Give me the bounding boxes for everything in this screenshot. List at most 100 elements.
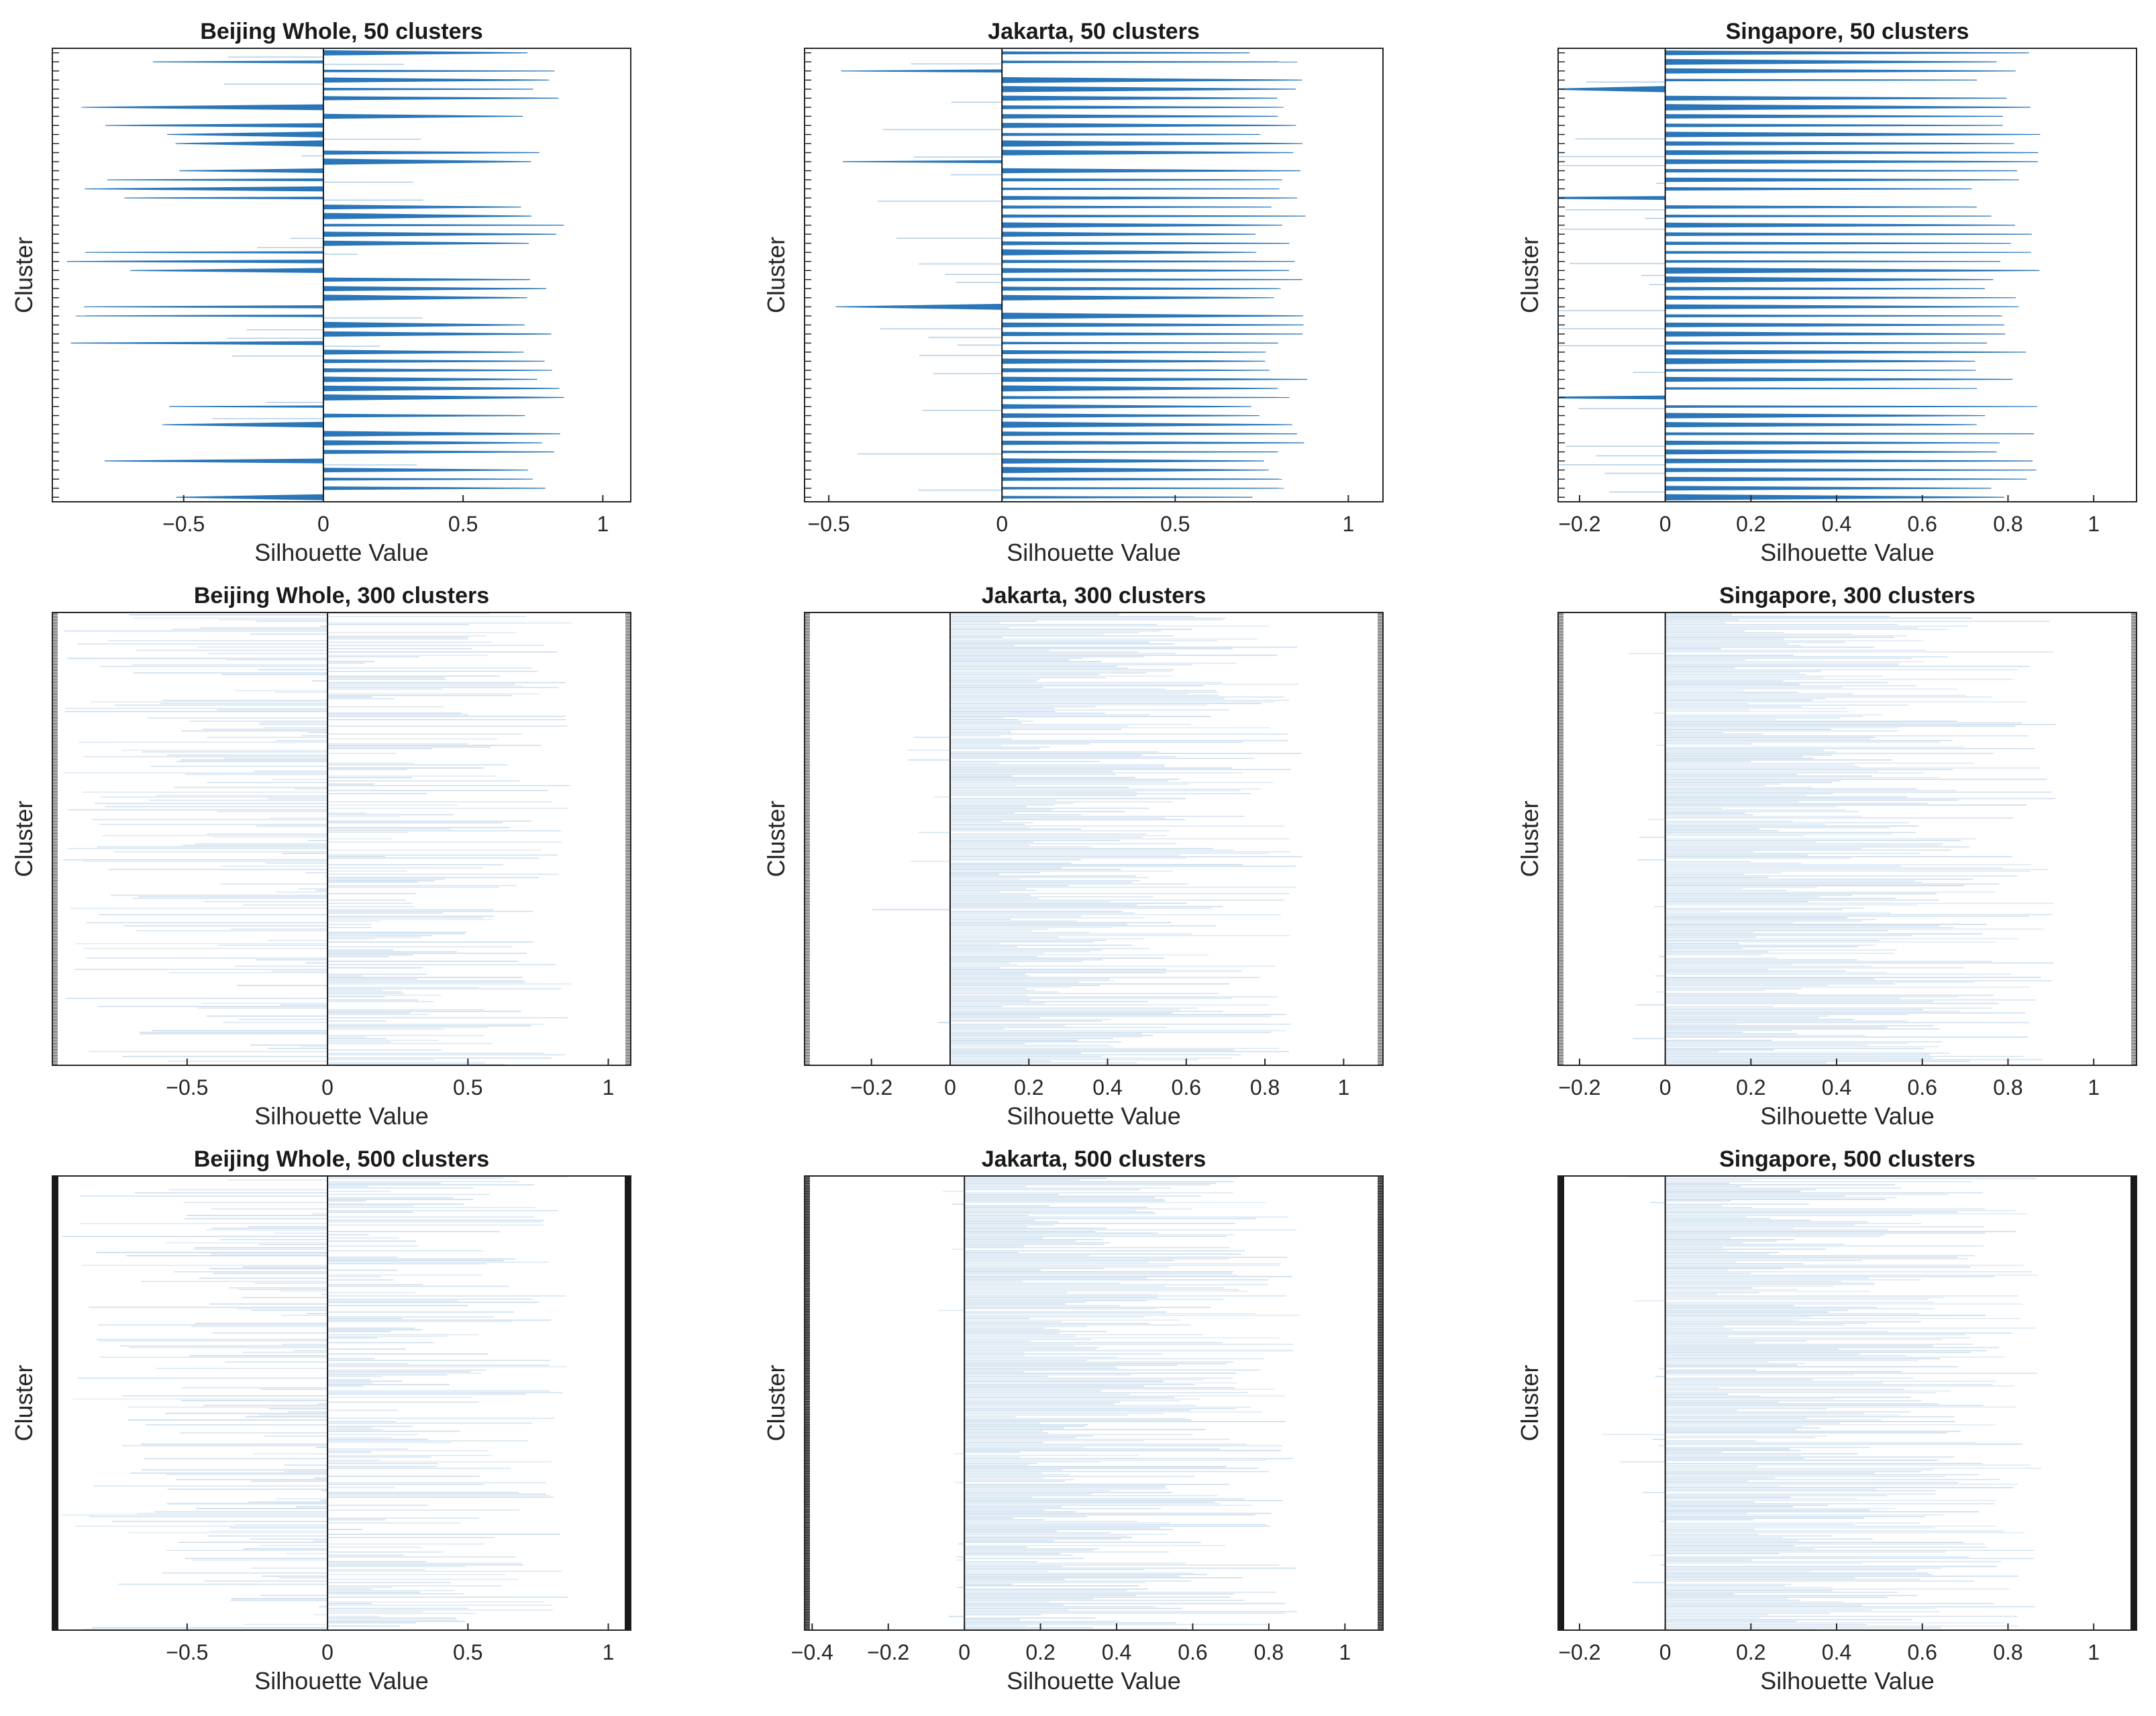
subplot-jk500: Jakarta, 500 clusters −0.4 −0.2 0 0.2 0.4 0.6 0… <box>762 1146 1384 1695</box>
cluster-bar <box>1665 405 2037 408</box>
cluster-bar <box>1002 278 1302 282</box>
cluster-bar <box>1002 404 1251 409</box>
cluster-bar <box>1665 251 2031 254</box>
y-tick-band-left <box>52 1176 58 1630</box>
cluster-bar <box>1665 141 2014 146</box>
cluster-bar <box>107 178 323 182</box>
cluster-bar <box>1665 187 1972 191</box>
cluster-bar <box>841 69 1003 73</box>
x-axis-label: Silhouette Value <box>1007 1102 1181 1130</box>
cluster-bar <box>1002 458 1264 464</box>
axes-box <box>1557 612 2137 1066</box>
cluster-bar <box>1002 178 1282 182</box>
y-ticks <box>805 612 1383 1065</box>
cluster-bar <box>1665 104 2031 111</box>
cluster-bar <box>70 341 323 345</box>
subplot-jk300: Jakarta, 300 clusters −0.2 0 0.2 0.4 0.6 0.8 1 S… <box>762 583 1384 1130</box>
silhouette-bars <box>61 1176 568 1630</box>
cluster-bar <box>1665 432 2035 435</box>
cluster-bar <box>1002 249 1257 256</box>
x-tick-label: −0.2 <box>850 1075 892 1100</box>
cluster-bar <box>323 376 537 382</box>
x-tick-label: 0 <box>1659 512 1672 536</box>
cluster-bar <box>323 50 528 56</box>
cluster-bar <box>323 486 546 490</box>
x-tick-label: 0 <box>958 1640 970 1664</box>
silhouette-bars <box>63 612 572 1065</box>
cluster-bar <box>323 449 554 454</box>
subplot-sg500: Singapore, 500 clusters −0.2 0 0.2 0.4 0.6 0.8… <box>1516 1146 2137 1695</box>
cluster-bar <box>323 205 521 210</box>
x-tick-label: 0.4 <box>1822 1640 1851 1664</box>
cluster-bar <box>1665 150 2039 156</box>
cluster-bar <box>1002 76 1302 83</box>
cluster-bar <box>1665 123 2003 127</box>
x-tick-label: −0.5 <box>808 512 850 536</box>
y-ticks <box>805 1176 1383 1630</box>
cluster-bar <box>124 197 323 200</box>
cluster-bar <box>842 160 1003 164</box>
cluster-bar <box>1002 105 1284 109</box>
x-tick-label: 0.6 <box>1907 1075 1937 1100</box>
cluster-bar <box>1002 187 1280 191</box>
cluster-bar <box>153 60 323 64</box>
silhouette-bars <box>1602 1176 2041 1630</box>
cluster-bar <box>1002 222 1282 228</box>
cluster-bar <box>1002 313 1303 319</box>
cluster-bar <box>1002 358 1266 364</box>
cluster-bar <box>1002 294 1274 301</box>
subplot-bj50: Beijing Whole, 50 clusters −0.5 0 0.5 1 Silho… <box>10 19 631 566</box>
cluster-bar <box>1002 133 1260 136</box>
x-tick-label: 0.8 <box>1993 1640 2022 1664</box>
x-tick-label: 0.8 <box>1993 512 2022 536</box>
subplot-title: Singapore, 500 clusters <box>1719 1146 1975 1172</box>
y-ticks <box>805 52 811 498</box>
cluster-bar <box>1665 168 2018 173</box>
cluster-bar <box>1665 304 2019 309</box>
x-tick-label: 0 <box>317 512 329 536</box>
x-axis-label: Silhouette Value <box>1007 539 1181 566</box>
x-tick-label: 0.8 <box>1993 1075 2022 1100</box>
cluster-bar <box>1665 260 2001 263</box>
cluster-bar <box>1002 123 1296 128</box>
x-tick-label: 0.2 <box>1014 1075 1043 1100</box>
cluster-bar <box>1002 268 1290 273</box>
cluster-bar <box>323 385 560 392</box>
cluster-bar <box>1665 413 1986 419</box>
y-ticks <box>52 52 59 498</box>
cluster-bar <box>1665 350 2026 355</box>
cluster-bar <box>1665 368 1976 372</box>
cluster-bar <box>179 168 323 174</box>
cluster-bar <box>1665 358 1975 364</box>
cluster-bar <box>1002 350 1266 354</box>
x-tick-label: −0.2 <box>1558 512 1600 536</box>
cluster-bar <box>1002 86 1296 93</box>
x-tick-label: 0.2 <box>1736 1075 1765 1100</box>
cluster-bar <box>1665 341 1988 345</box>
x-tick-label: 1 <box>1339 1640 1351 1664</box>
y-axis-label: Cluster <box>10 237 38 313</box>
y-axis-label: Cluster <box>762 800 790 877</box>
x-tick-label: −0.2 <box>867 1640 909 1664</box>
x-tick-label: 0.5 <box>448 512 478 536</box>
cluster-bar <box>1665 276 1994 283</box>
cluster-bar <box>1665 458 2033 464</box>
x-tick-label: 0.4 <box>1822 512 1851 536</box>
subplot-bj300: Beijing Whole, 300 clusters −0.5 0 0.5 1 Silh… <box>10 583 631 1130</box>
x-tick-label: 0.4 <box>1102 1640 1131 1664</box>
cluster-bar <box>1002 376 1308 382</box>
cluster-bar <box>323 394 564 401</box>
cluster-bar <box>835 303 1003 310</box>
cluster-bar <box>1002 431 1297 436</box>
axes-box <box>804 48 1384 502</box>
x-tick-label: 0 <box>944 1075 956 1100</box>
x-tick-label: 0.2 <box>1736 512 1765 536</box>
cluster-bar <box>323 223 564 227</box>
subplot-title: Jakarta, 50 clusters <box>988 19 1200 44</box>
cluster-bar <box>323 359 545 364</box>
x-tick-label: −0.2 <box>1558 1075 1600 1100</box>
silhouette-bars <box>872 612 1302 1065</box>
cluster-bar <box>1002 241 1290 246</box>
cluster-bar <box>1002 450 1278 453</box>
